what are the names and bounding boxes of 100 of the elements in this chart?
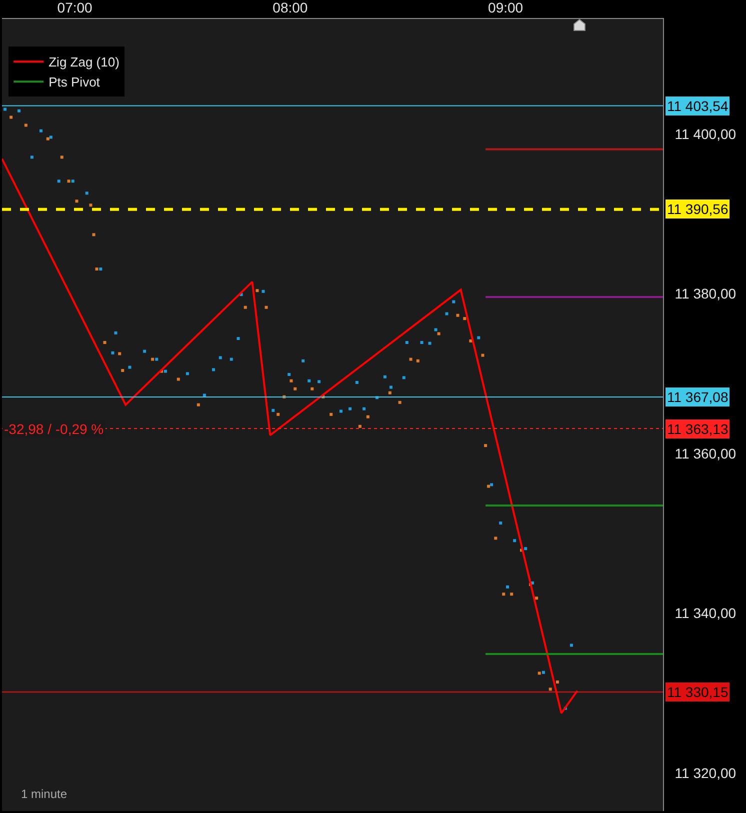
point bbox=[524, 547, 528, 550]
point bbox=[494, 536, 498, 540]
point bbox=[445, 312, 448, 316]
point bbox=[383, 375, 386, 378]
point bbox=[143, 350, 146, 353]
ref-line-label: 11 390,56 bbox=[667, 201, 728, 217]
point bbox=[272, 408, 275, 412]
point bbox=[118, 352, 122, 356]
point bbox=[484, 444, 488, 448]
point bbox=[85, 192, 88, 195]
point bbox=[452, 300, 456, 304]
point bbox=[111, 351, 114, 354]
point bbox=[49, 136, 52, 139]
y-tick-label: 11 360,00 bbox=[674, 445, 736, 462]
point bbox=[362, 407, 366, 410]
point bbox=[481, 354, 484, 357]
point bbox=[340, 410, 343, 413]
point bbox=[355, 380, 358, 384]
point bbox=[202, 394, 206, 397]
point bbox=[318, 380, 321, 384]
point bbox=[212, 368, 215, 372]
point bbox=[499, 522, 502, 525]
point bbox=[398, 400, 402, 404]
point bbox=[538, 672, 541, 675]
point bbox=[456, 314, 460, 317]
point bbox=[92, 233, 96, 236]
point bbox=[490, 483, 494, 486]
point bbox=[121, 368, 124, 372]
point bbox=[409, 358, 412, 361]
point bbox=[506, 585, 509, 588]
point bbox=[502, 592, 506, 596]
x-tick-label: 07:00 bbox=[57, 0, 93, 16]
point bbox=[402, 376, 406, 380]
point bbox=[244, 306, 247, 309]
point bbox=[18, 109, 21, 112]
point bbox=[469, 339, 472, 342]
point bbox=[114, 331, 118, 334]
point bbox=[556, 680, 559, 684]
point bbox=[288, 372, 291, 376]
point bbox=[218, 356, 222, 360]
point bbox=[542, 670, 545, 674]
point bbox=[570, 644, 573, 647]
ref-line-label: 11 330,15 bbox=[667, 684, 728, 700]
ref-line-label: 11 363,13 bbox=[667, 421, 728, 437]
point bbox=[128, 366, 132, 369]
point bbox=[290, 379, 293, 382]
point bbox=[186, 372, 189, 376]
point bbox=[24, 124, 28, 127]
point bbox=[389, 386, 392, 389]
point bbox=[99, 268, 102, 271]
point bbox=[463, 317, 466, 320]
point bbox=[155, 358, 158, 361]
point bbox=[4, 108, 7, 111]
point bbox=[89, 204, 92, 207]
point bbox=[176, 378, 180, 381]
point bbox=[230, 358, 233, 361]
point bbox=[30, 156, 34, 159]
point bbox=[510, 592, 514, 596]
point bbox=[437, 332, 440, 336]
y-tick-label: 11 380,00 bbox=[674, 286, 736, 302]
point bbox=[57, 180, 60, 183]
legend-label: Zig Zag (10) bbox=[48, 54, 120, 70]
point bbox=[236, 337, 240, 340]
point bbox=[151, 358, 154, 361]
point bbox=[164, 370, 167, 373]
point bbox=[308, 379, 311, 382]
point bbox=[95, 268, 98, 271]
point bbox=[405, 341, 408, 344]
point bbox=[548, 688, 552, 691]
point bbox=[60, 156, 64, 159]
point bbox=[276, 412, 280, 416]
point bbox=[256, 289, 259, 292]
x-tick-label: 08:00 bbox=[272, 0, 308, 16]
point bbox=[330, 412, 333, 416]
point bbox=[71, 180, 74, 183]
annotation: 1 minute bbox=[21, 787, 68, 801]
y-tick-label: 11 340,00 bbox=[674, 605, 736, 622]
point bbox=[513, 539, 516, 542]
point bbox=[67, 180, 70, 183]
point bbox=[103, 341, 106, 344]
point bbox=[196, 403, 200, 406]
ref-line-label: 11 403,54 bbox=[667, 98, 728, 114]
point bbox=[302, 359, 305, 362]
ref-line-label: 11 367,08 bbox=[667, 389, 728, 405]
point bbox=[75, 200, 78, 203]
line-series bbox=[2, 158, 578, 714]
point bbox=[434, 328, 438, 332]
legend-label: Pts Pivot bbox=[48, 74, 100, 90]
point bbox=[388, 391, 392, 394]
point bbox=[39, 129, 42, 132]
point bbox=[10, 116, 13, 119]
point bbox=[477, 336, 480, 340]
point bbox=[416, 359, 420, 362]
point bbox=[487, 484, 490, 488]
point bbox=[264, 306, 268, 309]
point bbox=[294, 387, 297, 390]
y-tick-label: 11 320,00 bbox=[674, 764, 736, 781]
point bbox=[358, 424, 362, 428]
point bbox=[310, 387, 314, 390]
point bbox=[428, 342, 432, 345]
